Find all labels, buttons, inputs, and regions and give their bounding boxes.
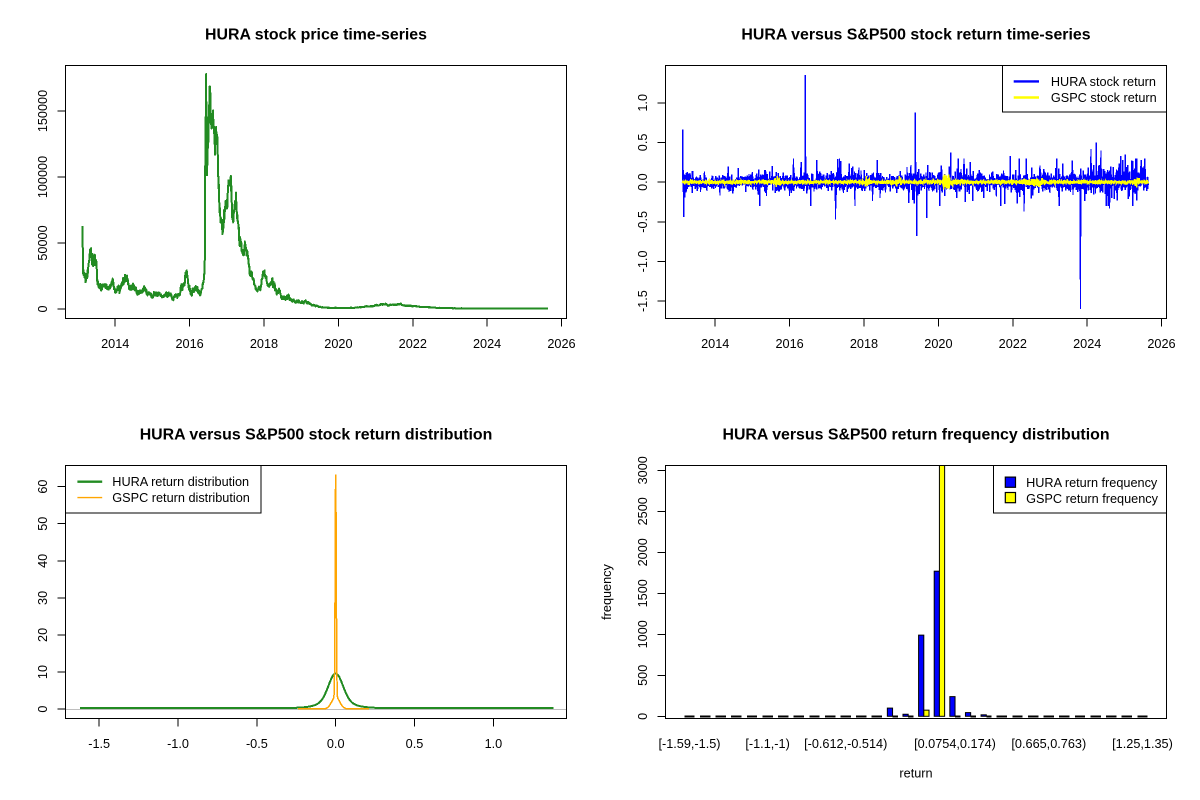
svg-text:HURA versus S&P500 return freq: HURA versus S&P500 return frequency dist…: [722, 427, 1109, 444]
svg-text:0: 0: [36, 305, 50, 312]
svg-text:-0.5: -0.5: [246, 737, 268, 751]
svg-text:60: 60: [36, 480, 50, 494]
svg-text:30: 30: [36, 591, 50, 605]
svg-text:1.0: 1.0: [485, 737, 503, 751]
svg-text:HURA versus S&P500 stock retur: HURA versus S&P500 stock return distribu…: [140, 427, 493, 444]
svg-text:2016: 2016: [175, 337, 203, 351]
svg-text:0.0: 0.0: [327, 737, 345, 751]
svg-text:[1.25,1.35): [1.25,1.35): [1112, 737, 1173, 751]
svg-text:2026: 2026: [547, 337, 575, 351]
svg-text:frequency: frequency: [600, 563, 614, 619]
svg-text:0.5: 0.5: [636, 134, 650, 152]
svg-text:20: 20: [36, 628, 50, 642]
svg-text:2016: 2016: [775, 337, 803, 351]
svg-text:2014: 2014: [701, 337, 729, 351]
svg-text:-1.0: -1.0: [167, 737, 189, 751]
svg-text:2022: 2022: [999, 337, 1027, 351]
svg-text:1500: 1500: [636, 579, 650, 607]
svg-text:GSPC return distribution: GSPC return distribution: [112, 491, 250, 505]
svg-text:[-1.1,-1): [-1.1,-1): [745, 737, 789, 751]
svg-text:HURA stock price time-series: HURA stock price time-series: [205, 27, 427, 44]
svg-text:-0.5: -0.5: [636, 211, 650, 233]
svg-text:HURA versus S&P500 stock retur: HURA versus S&P500 stock return time-ser…: [741, 27, 1090, 44]
svg-text:500: 500: [636, 665, 650, 686]
svg-text:-1.0: -1.0: [636, 250, 650, 272]
svg-text:0.0: 0.0: [636, 173, 650, 191]
svg-text:2026: 2026: [1147, 337, 1175, 351]
svg-text:2020: 2020: [324, 337, 352, 351]
svg-text:2500: 2500: [636, 497, 650, 525]
svg-text:return: return: [899, 767, 932, 781]
svg-text:-1.5: -1.5: [636, 290, 650, 312]
svg-text:2024: 2024: [473, 337, 501, 351]
svg-text:[0.665,0.763): [0.665,0.763): [1011, 737, 1086, 751]
svg-text:HURA return frequency: HURA return frequency: [1026, 476, 1158, 490]
svg-text:100000: 100000: [36, 156, 50, 198]
svg-text:2000: 2000: [636, 538, 650, 566]
svg-text:40: 40: [36, 554, 50, 568]
svg-text:50: 50: [36, 517, 50, 531]
svg-text:GSPC stock return: GSPC stock return: [1051, 91, 1157, 105]
svg-text:2020: 2020: [924, 337, 952, 351]
svg-text:10: 10: [36, 665, 50, 679]
svg-text:2014: 2014: [101, 337, 129, 351]
svg-text:GSPC return frequency: GSPC return frequency: [1026, 492, 1159, 506]
svg-text:0: 0: [636, 713, 650, 720]
svg-text:[-0.612,-0.514): [-0.612,-0.514): [804, 737, 887, 751]
svg-text:2018: 2018: [850, 337, 878, 351]
svg-text:1000: 1000: [636, 620, 650, 648]
svg-text:1.0: 1.0: [636, 94, 650, 112]
svg-text:2022: 2022: [399, 337, 427, 351]
svg-text:HURA return distribution: HURA return distribution: [112, 475, 249, 489]
svg-text:[0.0754,0.174): [0.0754,0.174): [914, 737, 996, 751]
svg-text:-1.5: -1.5: [88, 737, 110, 751]
svg-text:150000: 150000: [36, 90, 50, 132]
svg-text:50000: 50000: [36, 225, 50, 260]
svg-text:3000: 3000: [636, 456, 650, 484]
svg-text:2018: 2018: [250, 337, 278, 351]
svg-text:0: 0: [36, 706, 50, 713]
svg-text:2024: 2024: [1073, 337, 1101, 351]
svg-text:[-1.59,-1.5): [-1.59,-1.5): [658, 737, 720, 751]
svg-text:0.5: 0.5: [406, 737, 424, 751]
svg-text:HURA stock return: HURA stock return: [1051, 75, 1156, 89]
